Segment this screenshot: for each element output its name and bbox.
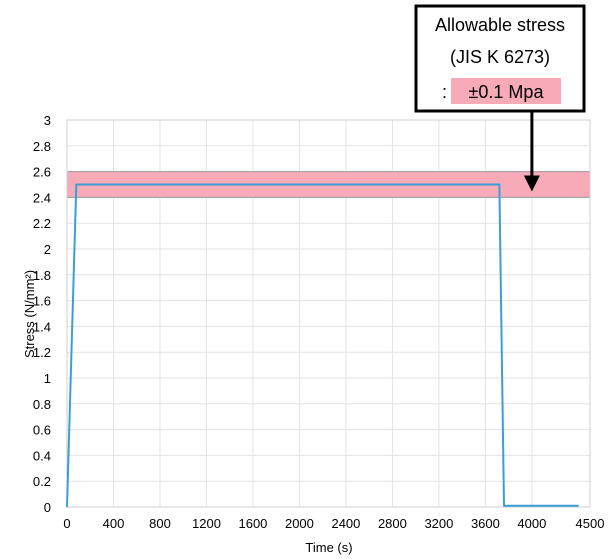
allowable-stress-callout: Allowable stress (JIS K 6273) : ±0.1 Mpa [414,4,586,192]
y-tick-label-2.4: 2.4 [33,190,51,205]
callout-line-2: (JIS K 6273) [450,47,550,67]
x-tick-label-2800: 2800 [378,516,407,531]
x-tick-label-800: 800 [149,516,171,531]
x-tick-label-2400: 2400 [331,516,360,531]
x-tick-label-1200: 1200 [192,516,221,531]
y-tick-label-0: 0 [44,500,51,515]
y-tick-label-0.8: 0.8 [33,397,51,412]
series-point-4 [577,505,579,507]
y-tick-label-2.8: 2.8 [33,139,51,154]
y-tick-label-1.6: 1.6 [33,294,51,309]
series-point-3 [503,505,505,507]
callout-arrow-head [523,175,540,192]
y-axis-title: Stress (N/mm²) [22,270,37,358]
y-tick-label-2.6: 2.6 [33,165,51,180]
y-tick-label-0.6: 0.6 [33,423,51,438]
y-tick-label-3: 3 [44,113,51,128]
x-tick-label-0: 0 [63,516,70,531]
y-tick-label-0.4: 0.4 [33,448,51,463]
callout-prefix: : [442,82,447,102]
y-tick-label-0.2: 0.2 [33,474,51,489]
callout-line-1: Allowable stress [435,15,565,35]
x-tick-label-4500: 4500 [576,516,605,531]
y-tick-label-1.8: 1.8 [33,268,51,283]
y-tick-label-1: 1 [44,371,51,386]
plot-border [66,119,591,508]
y-tick-label-1.2: 1.2 [33,345,51,360]
x-tick-label-3600: 3600 [471,516,500,531]
series-layer [66,183,579,508]
x-tick-label-400: 400 [103,516,125,531]
plot-frame [66,119,591,508]
x-tick-label-1600: 1600 [238,516,267,531]
callout-tolerance-value: ±0.1 Mpa [469,82,545,102]
stress-series-line [66,183,579,508]
callout-highlight-background [451,78,561,104]
x-tick-label-2000: 2000 [285,516,314,531]
x-axis-title: Time (s) [305,540,352,555]
x-tick-labels: 0 400 800 1200 1600 2000 2400 2800 3200 3600 4000 4… [63,516,604,531]
series-point-0 [66,506,68,508]
y-tick-label-2: 2 [44,242,51,257]
series-point-1 [75,183,77,186]
y-tick-label-1.4: 1.4 [33,319,51,334]
y-tick-labels: 0 0.2 0.4 0.6 0.8 1 1.2 1.4 1.6 1.8 2 2.2 2.4 2.6 2.8 3 [33,113,51,515]
x-tick-label-4000: 4000 [517,516,546,531]
y-tick-label-2.2: 2.2 [33,216,51,231]
series-point-2 [498,183,500,186]
x-tick-label-3200: 3200 [424,516,453,531]
